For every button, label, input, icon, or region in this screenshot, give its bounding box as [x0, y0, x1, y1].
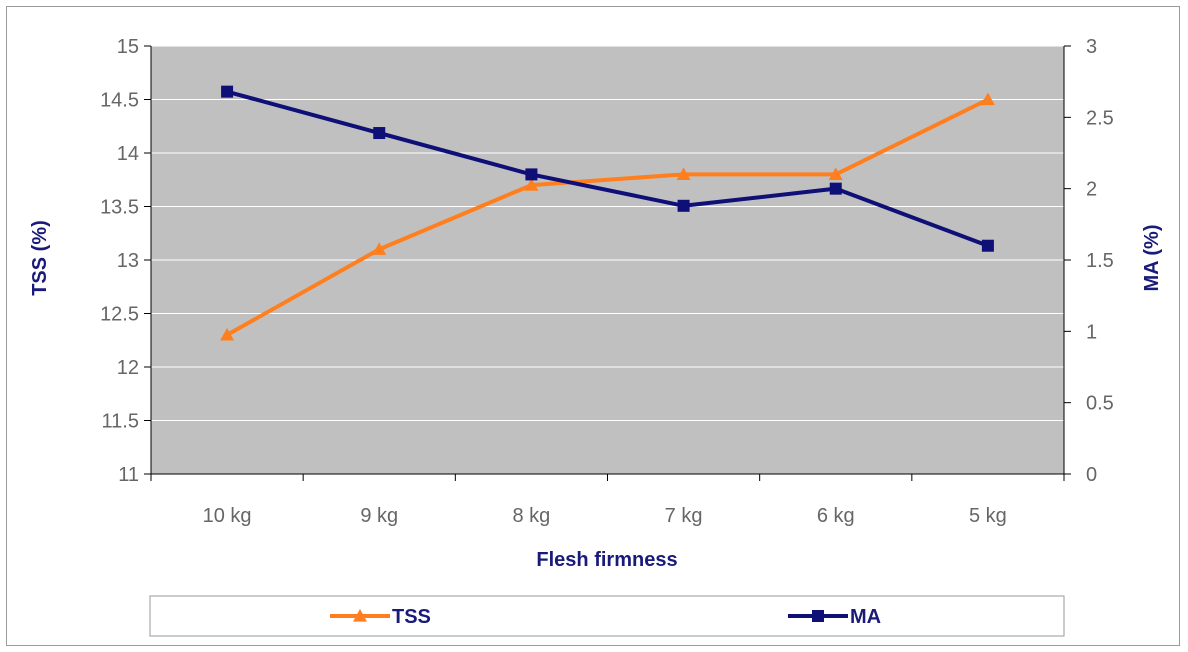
legend-label: TSS — [392, 606, 431, 628]
x-tick-label: 8 kg — [513, 505, 551, 527]
series-group — [220, 85, 995, 341]
y2-tick-label: 2.5 — [1086, 107, 1114, 129]
series-tss — [220, 92, 995, 341]
y-tick-label: 14.5 — [100, 90, 139, 112]
y-tick-label: 12.5 — [100, 304, 139, 326]
y2-axis-tick-labels: 0 0.5 1 1.5 2 2.5 3 — [1086, 36, 1114, 486]
y-tick-label: 14 — [117, 143, 139, 165]
x-tick-label: 7 kg — [665, 505, 703, 527]
series-line-tss — [226, 97, 989, 337]
legend-marker — [353, 609, 367, 622]
data-point-ma — [981, 239, 994, 252]
data-point-ma — [677, 199, 690, 212]
x-axis-title: Flesh firmness — [536, 549, 677, 571]
x-axis-tick-labels: 10 kg 9 kg 8 kg 7 kg 6 kg 5 kg — [203, 505, 1007, 527]
y-tick-label: 13 — [117, 250, 139, 272]
y-axis-tick-labels: 11 11.5 12 12.5 13 13.5 14 14.5 15 — [100, 36, 139, 486]
data-point-tss — [828, 167, 843, 180]
x-tick-label: 10 kg — [203, 505, 252, 527]
legend: TSS MA — [149, 595, 1065, 637]
y-tick-label: 11 — [118, 464, 139, 486]
data-point-ma — [221, 85, 234, 98]
data-point-tss — [372, 242, 387, 255]
y2-tick-label: 1.5 — [1086, 250, 1114, 272]
legend-item-ma: MA — [788, 606, 881, 628]
y2-tick-label: 0 — [1086, 464, 1097, 486]
legend-marker — [812, 610, 824, 622]
data-point-ma — [829, 182, 842, 195]
x-tick-label: 6 kg — [817, 505, 855, 527]
legend-label: MA — [850, 606, 881, 628]
legend-item-tss: TSS — [330, 606, 431, 628]
y2-tick-label: 3 — [1086, 36, 1097, 58]
x-tick-label: 5 kg — [969, 505, 1007, 527]
y2-tick-label: 2 — [1086, 179, 1097, 201]
data-point-tss — [220, 327, 235, 341]
x-tick-label: 9 kg — [360, 505, 398, 527]
y2-tick-label: 1 — [1086, 321, 1097, 343]
data-point-ma — [525, 168, 538, 181]
data-point-tss — [676, 167, 691, 180]
y-tick-label: 15 — [117, 36, 139, 58]
series-ma — [221, 85, 994, 252]
legend-items: TSS MA — [330, 606, 881, 628]
axes — [144, 45, 1071, 481]
data-point-tss — [524, 178, 539, 191]
y2-tick-label: 0.5 — [1086, 393, 1114, 415]
y2-axis-title: MA (%) — [1141, 224, 1163, 291]
y-tick-label: 13.5 — [100, 197, 139, 219]
grid-lines — [151, 45, 1064, 421]
data-point-tss — [980, 92, 995, 106]
y-tick-label: 11.5 — [102, 411, 139, 433]
legend-box — [149, 595, 1065, 637]
series-line-ma — [226, 89, 989, 248]
y-axis-title: TSS (%) — [29, 220, 51, 296]
y-tick-label: 12 — [117, 357, 139, 379]
data-point-ma — [373, 127, 386, 140]
